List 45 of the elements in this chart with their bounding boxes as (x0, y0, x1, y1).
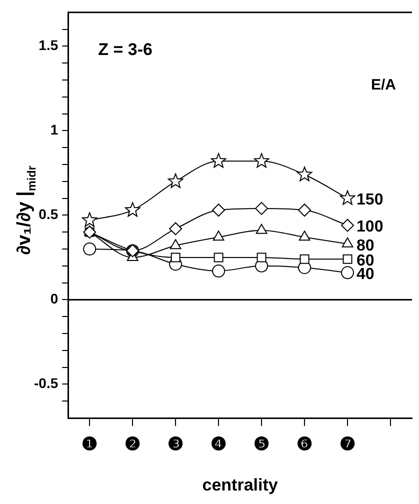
point (83, 242, 96, 256)
y-axis-title: ∂v₁/∂y |midr (14, 165, 39, 255)
point (210, 153, 226, 168)
x-tick-label: ❸ (168, 434, 184, 454)
point (300, 254, 310, 264)
x-tick-label: ❼ (340, 434, 356, 454)
point (298, 204, 312, 217)
point (214, 252, 224, 262)
point (296, 166, 312, 182)
point (170, 252, 180, 262)
point (170, 239, 182, 250)
point (256, 224, 268, 234)
series-label: 80 (356, 237, 374, 254)
x-tick-label: ❹ (210, 434, 227, 454)
point (254, 153, 270, 168)
series-label: 40 (356, 266, 374, 284)
annotation: E/A (370, 76, 396, 94)
point (169, 222, 182, 236)
point (212, 204, 226, 217)
annotation: Z = 3-6 (98, 40, 152, 60)
x-tick-label: ❻ (296, 434, 313, 454)
series-label: 150 (356, 192, 384, 209)
point (124, 202, 140, 217)
y-tick-label: 1.5 (38, 37, 58, 54)
point (82, 212, 98, 227)
point (212, 264, 226, 278)
y-tick-label: 1 (50, 122, 58, 138)
point (255, 202, 268, 215)
x-tick-label: ❺ (254, 434, 270, 454)
point (212, 230, 224, 241)
point (342, 254, 352, 264)
point (340, 190, 356, 205)
y-tick-label: 0 (50, 290, 58, 307)
point (341, 266, 354, 280)
x-axis-title: centrality (202, 475, 278, 494)
point (256, 252, 266, 262)
x-tick-label: ❷ (124, 434, 141, 454)
y-tick-label: -0.5 (34, 375, 58, 392)
y-tick-label: 0.5 (38, 206, 58, 222)
series-label: 100 (356, 218, 384, 236)
x-tick-label: ❶ (82, 434, 98, 454)
point (341, 218, 354, 232)
point (168, 173, 184, 188)
point (298, 230, 310, 241)
point (342, 237, 354, 248)
